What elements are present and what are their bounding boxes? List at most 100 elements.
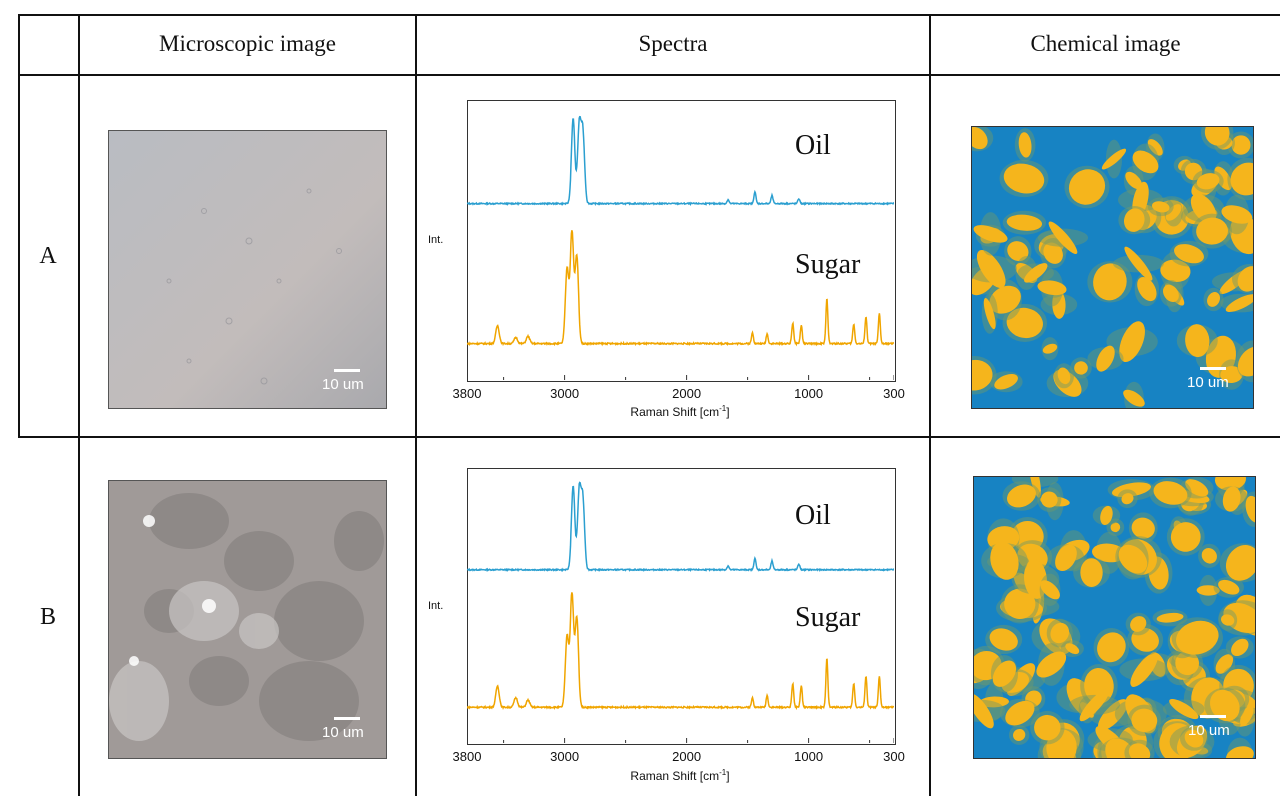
x-tick-label: 2000 [672, 749, 702, 764]
x-tick-label: 300 [883, 386, 905, 401]
spectra-xlabel-b: Raman Shift [cm-1] [630, 768, 730, 783]
sugar-particle [1121, 493, 1134, 505]
sugar-particle [1130, 616, 1147, 632]
scale-bar-chem-b [1200, 715, 1226, 718]
spectrum-line-oil [467, 481, 894, 573]
grid-line-row-a-bottom [18, 436, 1280, 438]
scale-bar-label-chem-b: 10 um [1188, 722, 1230, 739]
x-tick-label: 300 [883, 749, 905, 764]
sugar-particle [1175, 651, 1200, 676]
sugar-particle [1123, 389, 1145, 407]
sugar-particle [973, 225, 1008, 243]
sugar-particle [1080, 558, 1103, 587]
sugar-particle [990, 541, 1019, 580]
series-label-sugar-a: Sugar [795, 249, 861, 280]
scale-bar-a [334, 369, 360, 372]
sugar-particle [1037, 280, 1067, 296]
sugar-particle [1225, 544, 1255, 581]
series-label-sugar-b: Sugar [795, 602, 861, 633]
sugar-particle [1131, 708, 1158, 733]
sugar-particle [1218, 579, 1240, 595]
sugar-particle [1057, 367, 1071, 385]
sugar-particle [974, 693, 994, 729]
spectra-plot-b [467, 481, 894, 743]
grid-line-col1 [78, 14, 80, 796]
sugar-particle [1128, 743, 1151, 758]
sugar-particle [1011, 520, 1044, 552]
sugar-particle [1040, 491, 1058, 508]
x-tick-label: 3000 [550, 749, 580, 764]
row-label-a: A [39, 242, 57, 269]
sugar-particle [979, 696, 1010, 708]
spectra-plot-a [467, 115, 894, 380]
sugar-particle [1096, 345, 1115, 372]
series-label-oil-a: Oil [795, 130, 831, 161]
sugar-particle [1007, 484, 1036, 508]
sugar-particle [1165, 204, 1182, 221]
sugar-particle [1190, 193, 1217, 224]
spectrum-line-sugar [467, 592, 894, 711]
sugar-particle [989, 628, 1018, 651]
sugar-particle [1184, 729, 1204, 748]
sugar-particle [1074, 361, 1088, 375]
sugar-particle [1231, 135, 1251, 155]
sugar-particle [1156, 612, 1184, 623]
scale-bar-label-chem-a: 10 um [1187, 374, 1229, 391]
sugar-particle [1043, 242, 1063, 264]
row-label-b: B [39, 603, 56, 630]
sugar-particle [1124, 246, 1153, 281]
sugar-particle [1018, 132, 1032, 158]
spectra-ylabel-a: Int. [428, 234, 444, 246]
scale-bar-label-b: 10 um [322, 724, 364, 741]
sugar-particle [1201, 548, 1217, 564]
sugar-particle [1034, 714, 1061, 741]
sugar-particle [983, 297, 996, 330]
sugar-particle [1185, 324, 1210, 358]
sugar-particle [989, 285, 1021, 314]
spectra-xlabel-a: Raman Shift [cm-1] [630, 404, 730, 419]
microscopic-texture-a [109, 131, 386, 408]
sugar-particle [1220, 366, 1243, 383]
sugar-particle [1052, 290, 1066, 319]
sugar-particle [1111, 482, 1152, 498]
sugar-particle [1006, 307, 1043, 339]
sugar-particle [1093, 263, 1127, 301]
sugar-particle [1100, 505, 1113, 526]
sugar-particle [1174, 244, 1204, 264]
x-tick-label: 3800 [452, 386, 482, 401]
sugar-particle [1132, 150, 1159, 174]
sugar-particle [1196, 173, 1220, 190]
sugar-particle [1176, 620, 1219, 655]
chemical-map-b [974, 477, 1255, 758]
sugar-particle [1147, 139, 1163, 156]
sugar-particle [1237, 346, 1253, 377]
sugar-particle [1237, 266, 1253, 292]
sugar-particle [1169, 698, 1199, 720]
spectra-ylabel-b: Int. [428, 600, 444, 612]
microscopic-image-b: 10 um [108, 480, 387, 759]
sugar-particle [1006, 214, 1043, 231]
sugar-particle [1245, 495, 1255, 523]
sugar-particle [1123, 208, 1145, 232]
sugar-particle [1223, 602, 1255, 634]
sugar-particle [1184, 162, 1203, 181]
grid-line-top [18, 14, 1280, 16]
sugar-particle [1162, 284, 1179, 303]
x-tick-label: 1000 [794, 749, 824, 764]
x-tick-label: 2000 [672, 386, 702, 401]
scale-bar-label-a: 10 um [322, 376, 364, 393]
sugar-particle [994, 374, 1018, 390]
sugar-particle [1226, 746, 1254, 758]
sugar-particle [1170, 522, 1201, 552]
grid-line-col2 [415, 14, 417, 796]
microscopic-image-a: 10 um [108, 130, 387, 409]
sugar-particle [974, 650, 1002, 681]
sugar-particle [1055, 544, 1077, 572]
sugar-particle [1004, 588, 1036, 619]
grid-line-col3 [929, 14, 931, 796]
sugar-particle [1196, 217, 1229, 245]
sugar-particle [1214, 477, 1246, 491]
sugar-particle [1119, 321, 1145, 363]
spectra-frame-b [467, 468, 896, 745]
grid-line-left [18, 14, 20, 436]
